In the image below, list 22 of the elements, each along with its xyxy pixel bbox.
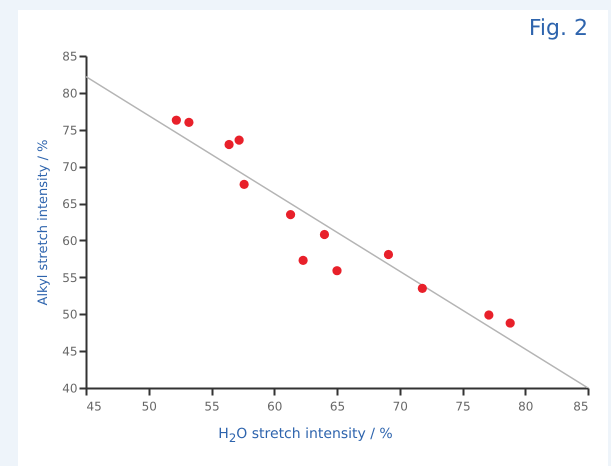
x-tick-label: 85 — [573, 400, 588, 414]
y-axis-title: Alkyl stretch intensity / % — [36, 140, 52, 306]
y-tick-label: 60 — [62, 234, 78, 248]
y-tick-label: 50 — [62, 308, 78, 322]
x-tick-label: 45 — [86, 400, 102, 414]
y-tick-label: 80 — [62, 86, 78, 100]
x-tick-label: 55 — [204, 400, 220, 414]
x-tick-label: 70 — [392, 400, 408, 414]
y-tick-label: 75 — [62, 123, 78, 138]
y-tick-label: 85 — [62, 50, 78, 64]
chart-title: Fig. 2 — [528, 16, 588, 41]
y-tick-label: 55 — [62, 270, 78, 285]
y-tick-label: 40 — [62, 382, 78, 396]
y-tick-label: 70 — [62, 160, 78, 174]
x-tick-label: 75 — [455, 400, 471, 414]
x-tick-label: 80 — [518, 400, 534, 414]
x-axis-title: H$_{2}$O stretch intensity / % — [217, 426, 394, 445]
y-tick-label: 45 — [62, 344, 78, 359]
x-tick-label: 50 — [142, 400, 157, 414]
y-tick-label: 65 — [62, 197, 78, 212]
x-tick-label: 60 — [267, 400, 282, 414]
x-tick-label: 65 — [330, 400, 346, 414]
